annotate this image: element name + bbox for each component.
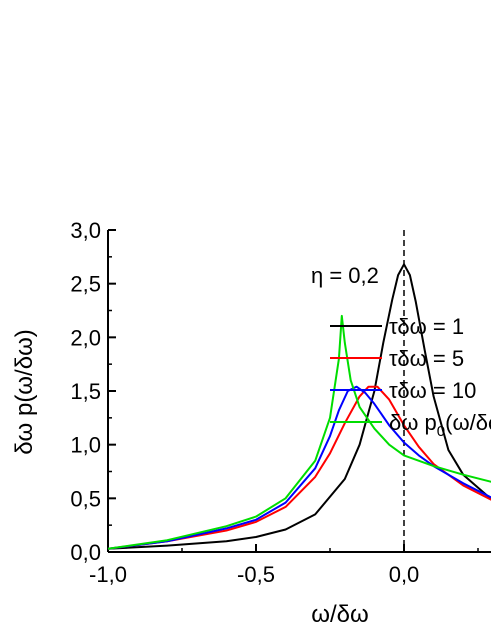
legend-label-3: τδω = 10: [389, 378, 476, 403]
y-tick-label: 2,5: [70, 272, 101, 297]
series-line-2: [107, 385, 491, 550]
series-line-3: [107, 385, 491, 550]
y-tick-label: 1,5: [70, 379, 101, 404]
series-lines: [107, 263, 491, 550]
y-tick-label: 0,5: [70, 486, 101, 511]
series-line-4: [107, 314, 491, 550]
y-tick-label: 2,0: [70, 325, 101, 350]
legend-label-4: δω p0(ω/δω): [389, 410, 491, 440]
x-tick-label: 0,0: [389, 562, 420, 587]
y-tick-label: 1,0: [70, 433, 101, 458]
axes: [107, 229, 491, 553]
series-line-1: [107, 263, 491, 550]
legend-label-2: τδω = 5: [389, 346, 464, 371]
x-axis-label: ω/δω: [311, 601, 369, 628]
tick-labels: -1,0-0,50,00,51,01,50,00,51,01,52,02,53,…: [70, 218, 420, 587]
legend: τδω = 1 τδω = 5 τδω = 10 δω p0(ω/δω): [330, 314, 491, 440]
y-axis-label: δω p(ω/δω): [11, 329, 38, 455]
y-tick-label: 3,0: [70, 218, 101, 243]
y-tick-label: 0,0: [70, 540, 101, 565]
x-tick-label: -0,5: [237, 562, 275, 587]
legend-label-1: τδω = 1: [389, 314, 464, 339]
x-tick-label: -1,0: [89, 562, 127, 587]
eta-annotation: η = 0,2: [311, 263, 379, 288]
